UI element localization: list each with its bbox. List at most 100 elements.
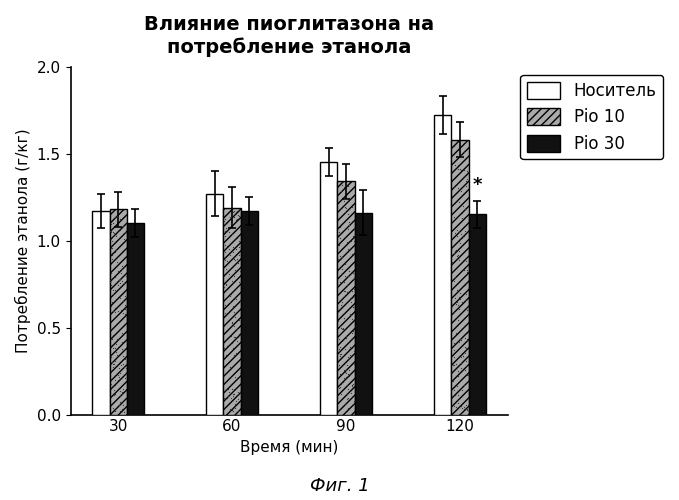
Bar [354, 212, 371, 414]
Point [109, 357, 120, 365]
Point [107, 238, 117, 246]
Point [109, 286, 120, 294]
Point [456, 368, 466, 376]
Point [460, 296, 471, 304]
Point [338, 198, 349, 205]
Bar [109, 210, 126, 414]
Point [456, 404, 467, 412]
Point [334, 345, 345, 353]
Point [342, 281, 353, 289]
Point [344, 218, 354, 226]
Point [234, 297, 245, 305]
Point [229, 212, 240, 220]
Point [223, 385, 234, 393]
Point [452, 226, 462, 234]
Point [117, 281, 128, 289]
Point [219, 283, 230, 291]
Point [223, 270, 234, 278]
Point [348, 380, 359, 388]
Point [347, 314, 358, 322]
Point [234, 267, 245, 275]
Point [120, 360, 131, 368]
Point [109, 386, 120, 394]
Point [228, 256, 239, 264]
Point [462, 406, 473, 413]
Point [336, 270, 347, 278]
Point [116, 269, 127, 277]
Point [447, 192, 458, 200]
Point [455, 240, 466, 248]
Point [452, 382, 463, 390]
Point [230, 332, 240, 340]
Point [220, 384, 231, 392]
Point [452, 396, 463, 404]
Point [456, 187, 466, 195]
Point [460, 366, 471, 374]
Bar [452, 140, 469, 414]
Point [457, 208, 468, 216]
Point [221, 228, 232, 235]
Point [342, 210, 353, 218]
Point [117, 310, 128, 318]
Point [462, 336, 473, 344]
Point [462, 371, 473, 379]
Title: Влияние пиоглитазона на
потребление этанола: Влияние пиоглитазона на потребление этан… [144, 15, 434, 56]
Point [106, 255, 117, 263]
Point [334, 335, 345, 343]
Point [343, 272, 354, 280]
Point [230, 352, 240, 360]
Point [219, 248, 230, 256]
Point [120, 210, 131, 218]
Point [453, 301, 464, 309]
Point [230, 256, 241, 264]
Point [117, 265, 128, 273]
Point [337, 253, 348, 261]
Point [449, 361, 460, 369]
Point [348, 327, 359, 335]
Point [227, 243, 238, 251]
Point [335, 324, 346, 332]
Point [107, 252, 117, 260]
Point [452, 164, 463, 172]
Text: Фиг. 1: Фиг. 1 [310, 477, 369, 495]
Point [219, 344, 230, 352]
Point [456, 152, 466, 160]
Point [117, 352, 128, 360]
Point [347, 250, 358, 258]
Point [335, 342, 346, 350]
Point [110, 407, 121, 415]
Point [232, 338, 242, 345]
Point [230, 216, 241, 224]
Point [460, 206, 471, 214]
Point [456, 152, 467, 160]
Point [230, 404, 240, 412]
Point [230, 372, 241, 380]
Point [120, 364, 131, 372]
Point [220, 302, 231, 310]
Point [232, 255, 242, 263]
Point [454, 256, 464, 264]
Point [110, 381, 121, 389]
Point [342, 182, 353, 190]
Point [339, 278, 350, 285]
Point [340, 208, 351, 216]
Point [227, 406, 238, 414]
Point [348, 274, 359, 282]
Point [453, 399, 464, 407]
Point [113, 281, 124, 289]
Point [116, 338, 127, 346]
Point [120, 292, 130, 300]
Point [228, 385, 239, 393]
Point [226, 276, 237, 284]
Point [107, 308, 118, 316]
Point [225, 306, 236, 314]
Point [115, 275, 126, 283]
Point [452, 372, 463, 380]
Point [456, 166, 466, 174]
Point [116, 388, 127, 396]
Point [234, 224, 245, 232]
Point [342, 395, 353, 403]
Point [115, 361, 126, 369]
Point [462, 329, 473, 337]
Point [346, 344, 357, 351]
